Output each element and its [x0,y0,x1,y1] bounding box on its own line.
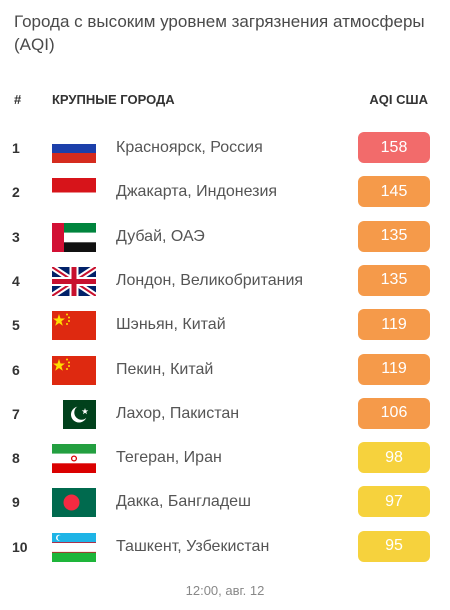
city-name: Тегеран, Иран [116,449,222,467]
rank-number: 9 [12,494,20,511]
city-name: Дакка, Бангладеш [116,493,251,511]
city-name: Шэньян, Китай [116,316,226,334]
city-row: 10 Ташкент, Узбекистан 95 [0,526,450,570]
city-row: 4 Лондон, Великобритания 135 [0,260,450,304]
aqi-badge: 119 [358,353,430,385]
aqi-badge: 145 [358,176,430,208]
rank-number: 3 [12,228,20,245]
aqi-badge: 95 [358,530,430,562]
russia-flag-icon [52,134,96,163]
page-title: Города с высоким уровнем загрязнения атм… [14,12,425,54]
uzbekistan-flag-icon [52,532,96,562]
aqi-badge: 98 [358,442,430,474]
rank-number: 1 [12,140,20,156]
indonesia-flag-icon [52,178,96,208]
city-row: 9 Дакка, Бангладеш 97 [0,481,450,525]
city-name: Лондон, Великобритания [116,271,304,289]
update-timestamp: 12:00, авг. 12 [185,583,265,598]
city-name: Дубай, ОАЭ [116,227,205,245]
city-name: Лахор, Пакистан [116,404,240,422]
iran-flag-icon [52,444,96,474]
uk-flag-icon [52,266,96,296]
city-row: 7 Лахор, Пакистан 106 [0,393,450,437]
rank-number: 2 [12,184,20,201]
aqi-badge: 106 [358,397,430,429]
china-flag-icon [52,311,96,341]
aqi-badge: 119 [358,309,430,341]
city-name: Ташкент, Узбекистан [116,537,270,555]
bangladesh-flag-icon [52,488,96,518]
city-row: 6 Пекин, Китай 119 [0,349,450,393]
aqi-badge: 135 [358,264,430,296]
pakistan-flag-icon [52,399,96,429]
city-row: 8 Тегеран, Иран 98 [0,437,450,481]
city-row: 3 Дубай, ОАЭ 135 [0,216,450,260]
aqi-badge: 97 [358,486,430,518]
city-name: Джакарта, Индонезия [116,183,278,201]
city-row: 5 Шэньян, Китай 119 [0,304,450,348]
rank-number: 8 [12,450,20,467]
city-name: Красноярск, Россия [116,139,263,156]
city-name: Пекин, Китай [116,360,214,378]
china-flag-icon [52,355,96,385]
aqi-badge: 158 [358,132,430,163]
city-row: 2 Джакарта, Индонезия 145 [0,171,450,215]
rank-number: 4 [12,272,20,289]
rank-number: 7 [12,405,20,422]
rank-number: 5 [12,317,20,334]
rank-number: 10 [12,538,28,555]
city-row: 1 Красноярск, Россия 158 [0,127,450,171]
aqi-badge: 135 [358,220,430,252]
rank-column-header: # [14,92,22,107]
aqi-column-header: AQI США [369,92,428,107]
uae-flag-icon [52,222,96,252]
rank-number: 6 [12,361,20,378]
city-column-header: КРУПНЫЕ ГОРОДА [52,92,175,107]
